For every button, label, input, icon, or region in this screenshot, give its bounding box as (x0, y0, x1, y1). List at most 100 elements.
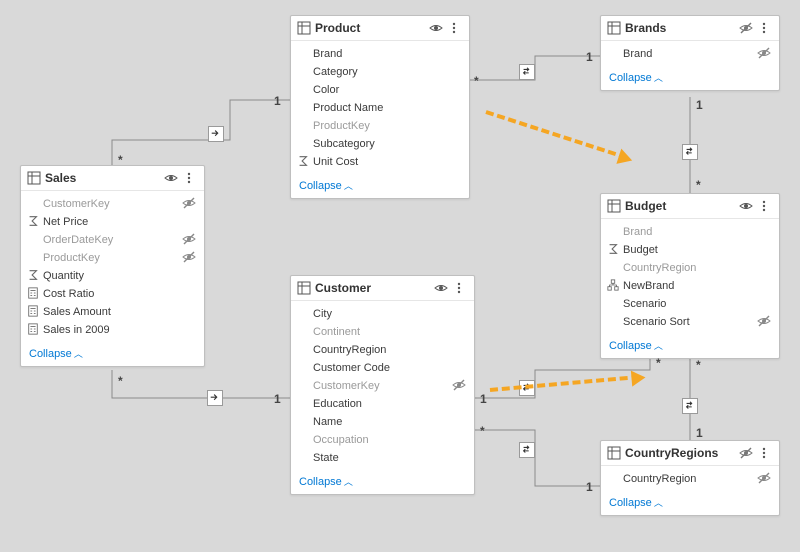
collapse-label: Collapse (29, 348, 72, 360)
collapse-label: Collapse (299, 476, 342, 488)
table-budget[interactable]: BudgetBrandBudgetCountryRegionNewBrandSc… (600, 193, 780, 359)
eye-off-icon[interactable] (739, 21, 753, 35)
cardinality-label: 1 (586, 480, 593, 494)
collapse-toggle[interactable]: Collapse︿ (291, 471, 474, 494)
field-row[interactable]: Subcategory (291, 135, 469, 153)
eye-icon[interactable] (429, 21, 443, 35)
collapse-toggle[interactable]: Collapse︿ (601, 67, 779, 90)
table-header[interactable]: CountryRegions (601, 441, 779, 466)
table-header[interactable]: Product (291, 16, 469, 41)
field-list: CustomerKeyNet PriceOrderDateKeyProductK… (21, 191, 204, 343)
field-label: Brand (313, 48, 461, 60)
table-icon (297, 281, 311, 295)
field-label: Unit Cost (313, 156, 461, 168)
more-options-icon[interactable] (757, 21, 771, 35)
more-options-icon[interactable] (452, 281, 466, 295)
field-row[interactable]: ProductKey (21, 249, 204, 267)
relationship-direction-icon[interactable] (208, 126, 224, 142)
relationship-direction-icon[interactable] (519, 64, 535, 80)
field-label: Brand (623, 48, 757, 60)
relationship-direction-icon[interactable] (519, 442, 535, 458)
field-row[interactable]: CountryRegion (601, 470, 779, 488)
field-row[interactable]: Brand (291, 45, 469, 63)
more-options-icon[interactable] (757, 446, 771, 460)
field-row[interactable]: NewBrand (601, 277, 779, 295)
eye-icon[interactable] (164, 171, 178, 185)
table-sales[interactable]: SalesCustomerKeyNet PriceOrderDateKeyPro… (20, 165, 205, 367)
field-row[interactable]: Unit Cost (291, 153, 469, 171)
cardinality-label: 1 (586, 50, 593, 64)
field-row[interactable]: Cost Ratio (21, 285, 204, 303)
collapse-toggle[interactable]: Collapse︿ (601, 492, 779, 515)
field-label: City (313, 308, 466, 320)
more-options-icon[interactable] (447, 21, 461, 35)
cardinality-label: * (480, 424, 485, 438)
field-list: BrandBudget CountryRegion NewBrand Scenario… (601, 219, 779, 335)
field-label: Scenario (623, 298, 771, 310)
field-row[interactable]: Product Name (291, 99, 469, 117)
field-row[interactable]: CustomerKey (21, 195, 204, 213)
chevron-up-icon: ︿ (344, 181, 353, 191)
eye-off-icon[interactable] (739, 446, 753, 460)
field-row[interactable]: Scenario Sort (601, 313, 779, 331)
field-row[interactable]: Education (291, 395, 474, 413)
field-list: City ContinentCountryRegionCustomer CodeC… (291, 301, 474, 471)
collapse-label: Collapse (609, 497, 652, 509)
field-row[interactable]: Scenario (601, 295, 779, 313)
table-header[interactable]: Customer (291, 276, 474, 301)
cardinality-label: 1 (480, 392, 487, 406)
cardinality-label: * (696, 358, 701, 372)
field-row[interactable]: CountryRegion (291, 341, 474, 359)
table-countryregions[interactable]: CountryRegions CountryRegion Collapse︿ (600, 440, 780, 516)
table-header[interactable]: Sales (21, 166, 204, 191)
more-options-icon[interactable] (757, 199, 771, 213)
relationship-direction-icon[interactable] (682, 398, 698, 414)
collapse-label: Collapse (609, 340, 652, 352)
eye-icon[interactable] (434, 281, 448, 295)
collapse-toggle[interactable]: Collapse︿ (21, 343, 204, 366)
field-row[interactable]: City (291, 305, 474, 323)
eye-icon[interactable] (739, 199, 753, 213)
field-row[interactable]: Occupation (291, 431, 474, 449)
field-row[interactable]: ProductKey (291, 117, 469, 135)
field-label: Sales in 2009 (43, 324, 196, 336)
table-customer[interactable]: CustomerCityContinentCountryRegionCustom… (290, 275, 475, 495)
field-row[interactable]: Net Price (21, 213, 204, 231)
cardinality-label: 1 (274, 392, 281, 406)
eye-off-icon (182, 196, 196, 213)
field-row[interactable]: Brand (601, 45, 779, 63)
field-row[interactable]: OrderDateKey (21, 231, 204, 249)
table-header[interactable]: Budget (601, 194, 779, 219)
field-row[interactable]: Sales Amount (21, 303, 204, 321)
field-row[interactable]: Brand (601, 223, 779, 241)
field-row[interactable]: CustomerKey (291, 377, 474, 395)
field-row[interactable]: State (291, 449, 474, 467)
relationship-direction-icon[interactable] (207, 390, 223, 406)
field-row[interactable]: Name (291, 413, 474, 431)
table-header[interactable]: Brands (601, 16, 779, 41)
field-row[interactable]: Category (291, 63, 469, 81)
field-row[interactable]: Continent (291, 323, 474, 341)
model-canvas[interactable]: SalesCustomerKeyNet PriceOrderDateKeyPro… (0, 0, 800, 552)
chevron-up-icon: ︿ (654, 341, 663, 351)
table-product[interactable]: Product Brand CategoryColorProduct NamePro… (290, 15, 470, 199)
field-label: CountryRegion (623, 473, 757, 485)
field-row[interactable]: Quantity (21, 267, 204, 285)
field-row[interactable]: Customer Code (291, 359, 474, 377)
collapse-toggle[interactable]: Collapse︿ (291, 175, 469, 198)
table-title: Product (315, 21, 425, 35)
field-label: CountryRegion (623, 262, 771, 274)
field-row[interactable]: Budget (601, 241, 779, 259)
table-brands[interactable]: Brands Brand Collapse︿ (600, 15, 780, 91)
relationship-direction-icon[interactable] (682, 144, 698, 160)
sigma-icon (297, 155, 309, 167)
field-row[interactable]: Sales in 2009 (21, 321, 204, 339)
field-list: CountryRegion (601, 466, 779, 492)
table-title: Brands (625, 21, 735, 35)
more-options-icon[interactable] (182, 171, 196, 185)
field-row[interactable]: Color (291, 81, 469, 99)
field-row[interactable]: CountryRegion (601, 259, 779, 277)
cardinality-label: * (656, 356, 661, 370)
collapse-toggle[interactable]: Collapse︿ (601, 335, 779, 358)
table-icon (607, 21, 621, 35)
